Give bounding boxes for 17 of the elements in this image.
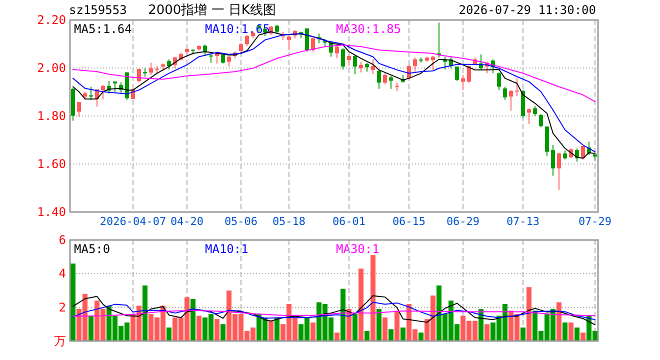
- chart-subtitle: sz159553: [69, 3, 127, 17]
- text: MA30:1: [336, 242, 380, 256]
- y-tick-label: 2: [58, 300, 66, 314]
- text: MA10:1: [205, 242, 248, 256]
- text: MA5:0: [74, 242, 110, 256]
- y-tick-label: 6: [58, 233, 66, 247]
- y-tick-label: 万: [54, 334, 66, 348]
- chart-title: 2000指增 一 日K线图: [148, 3, 276, 18]
- y-tick-label: 1.40: [37, 205, 66, 219]
- y-tick-label: 1.60: [37, 157, 66, 171]
- y-tick-label: 2.00: [37, 61, 66, 75]
- y-tick-label: 2.20: [37, 13, 66, 27]
- y-tick-label: 1.80: [37, 109, 66, 123]
- text: 2026-07-29 11:30:00: [458, 3, 596, 17]
- text: MA5:1.64: [74, 22, 132, 36]
- series-label: MA30:1.85: [336, 22, 402, 36]
- y-tick-label: 4: [58, 266, 66, 281]
